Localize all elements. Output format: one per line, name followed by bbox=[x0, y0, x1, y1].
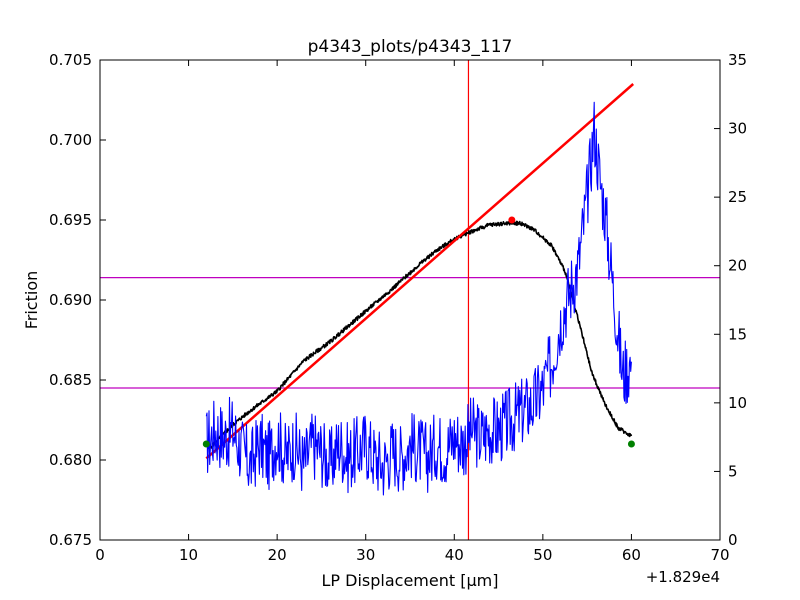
y-right-tick-label-5: 25 bbox=[728, 188, 747, 206]
x-tick-label-5: 50 bbox=[533, 546, 552, 564]
y-left-tick-label-5: 0.700 bbox=[49, 131, 92, 149]
y-left-tick-label-3: 0.690 bbox=[49, 291, 92, 309]
x-tick-label-1: 10 bbox=[179, 546, 198, 564]
axes-frame bbox=[99, 59, 721, 541]
y-right-tick-label-4: 20 bbox=[728, 257, 747, 275]
chart-title: p4343_plots/p4343_117 bbox=[308, 37, 513, 57]
y-left-tick-label-4: 0.695 bbox=[49, 211, 92, 229]
x-tick-label-4: 40 bbox=[445, 546, 464, 564]
y-right-tick-label-6: 30 bbox=[728, 120, 747, 138]
y-right-tick-label-0: 0 bbox=[728, 531, 738, 549]
x-tick-label-2: 20 bbox=[268, 546, 287, 564]
y-left-tick-label-0: 0.675 bbox=[49, 531, 92, 549]
x-tick-label-6: 60 bbox=[622, 546, 641, 564]
marker-point-0 bbox=[202, 440, 210, 448]
series-line-0 bbox=[208, 220, 633, 450]
y-left-tick-label-2: 0.685 bbox=[49, 371, 92, 389]
y-left-tick-label-1: 0.680 bbox=[49, 451, 92, 469]
series-line-1 bbox=[205, 83, 635, 460]
y-right-tick-label-2: 10 bbox=[728, 394, 747, 412]
y-left-tick-label-6: 0.705 bbox=[49, 51, 92, 69]
x-tick-label-3: 30 bbox=[356, 546, 375, 564]
x-tick-label-0: 0 bbox=[95, 546, 105, 564]
y-right-tick-label-1: 5 bbox=[728, 462, 738, 480]
series-line-2 bbox=[205, 101, 632, 496]
marker-point-1 bbox=[627, 440, 635, 448]
y-right-tick-label-7: 35 bbox=[728, 51, 747, 69]
x-offset-label: +1.829e4 bbox=[646, 568, 720, 586]
x-tick-label-7: 70 bbox=[710, 546, 729, 564]
ticks-layer: 0 10 20 30 40 50 60 700.6750.6800.6850.6900.695… bbox=[49, 51, 747, 564]
y-right-tick-label-3: 15 bbox=[728, 325, 747, 343]
y-axis-label-left: Friction bbox=[22, 271, 41, 330]
lines-layer bbox=[100, 60, 720, 540]
marker-point-2 bbox=[508, 216, 516, 224]
x-axis-label: LP Displacement [μm] bbox=[322, 571, 499, 590]
